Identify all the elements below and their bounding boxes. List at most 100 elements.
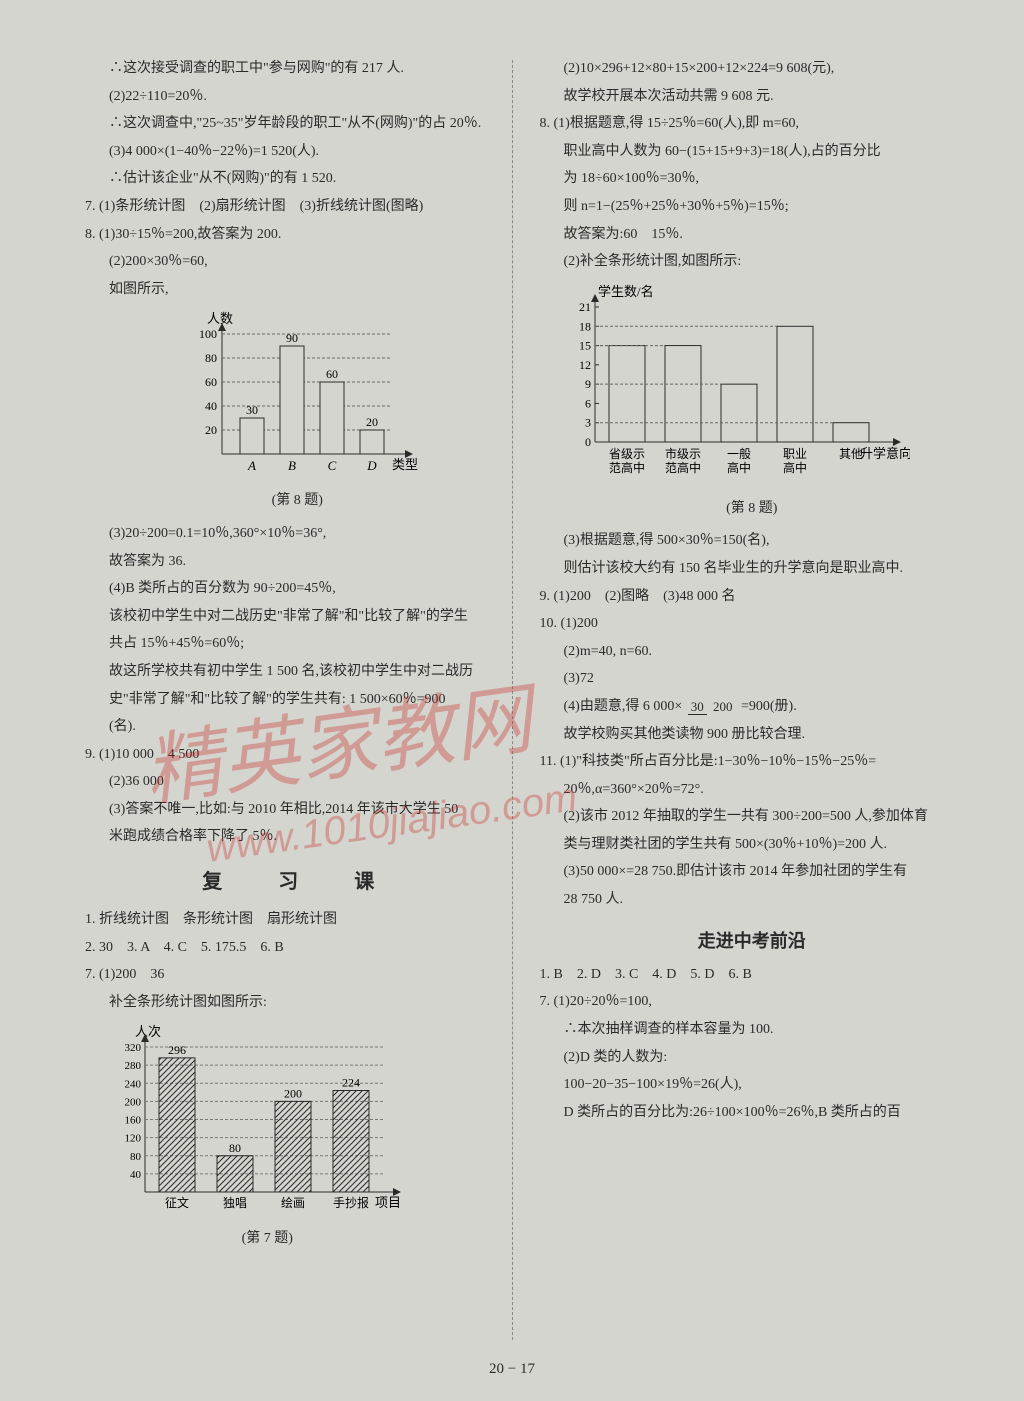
svg-text:21: 21 — [579, 300, 591, 314]
text: 补全条形统计图如图所示: — [85, 990, 510, 1017]
text: =900(册). — [741, 699, 797, 714]
svg-text:40: 40 — [130, 1169, 142, 1181]
svg-text:C: C — [328, 458, 337, 473]
svg-text:0: 0 — [585, 435, 591, 449]
svg-text:60: 60 — [205, 375, 217, 389]
text: 故学校购买其他类读物 900 册比较合理. — [540, 722, 965, 749]
text: 9. (1)10 000 4 500 — [85, 742, 510, 769]
svg-text:独唱: 独唱 — [223, 1196, 247, 1210]
svg-text:手抄报: 手抄报 — [333, 1195, 369, 1210]
svg-text:范高中: 范高中 — [608, 460, 644, 475]
text: (2)10×296+12×80+15×200+12×224=9 608(元), — [540, 56, 965, 83]
svg-text:200: 200 — [284, 1087, 302, 1101]
svg-text:100: 100 — [199, 327, 217, 341]
svg-text:30: 30 — [246, 403, 258, 417]
svg-text:80: 80 — [130, 1151, 142, 1163]
text: 故答案为 36. — [85, 549, 510, 576]
text: ∴这次调查中,"25~35"岁年龄段的职工"从不(网购)"的占 20％. — [85, 111, 510, 138]
text: 1. B 2. D 3. C 4. D 5. D 6. B — [540, 962, 965, 989]
chart-7-bar: 人次 40 80 120 160 200 240 280 320 296 征文 … — [95, 1022, 415, 1222]
svg-text:15: 15 — [579, 338, 591, 352]
svg-text:D: D — [367, 458, 378, 473]
text: ∴本次抽样调查的样本容量为 100. — [540, 1017, 965, 1044]
chart-8-bar: 人数 20 40 60 80 100 30 A 90 B 60 C 20 D — [167, 309, 427, 484]
text: 10. (1)200 — [540, 611, 965, 638]
svg-text:高中: 高中 — [782, 460, 806, 475]
xlabel: 类型 — [392, 457, 418, 472]
svg-text:20: 20 — [205, 423, 217, 437]
svg-text:60: 60 — [326, 367, 338, 381]
text: 8. (1)30÷15％=200,故答案为 200. — [85, 222, 510, 249]
text: (4)由题意,得 6 000× — [564, 699, 683, 714]
svg-text:240: 240 — [125, 1079, 142, 1091]
xlabel: 项目 — [375, 1195, 401, 1210]
ylabel: 学生数/名 — [598, 284, 654, 299]
text: 28 750 人. — [540, 887, 965, 914]
text: 米跑成绩合格率下降了 5％. — [85, 824, 510, 851]
text: 7. (1)200 36 — [85, 962, 510, 989]
section-heading: 走进中考前沿 — [540, 924, 965, 958]
svg-text:18: 18 — [579, 319, 591, 333]
xlabel: 升学意向 — [860, 446, 910, 461]
text: 8. (1)根据题意,得 15÷25％=60(人),即 m=60, — [540, 111, 965, 138]
text: 7. (1)20÷20％=100, — [540, 989, 965, 1016]
ylabel: 人次 — [135, 1024, 161, 1039]
fraction: 30 200 — [688, 700, 736, 714]
svg-text:市级示: 市级示 — [664, 446, 700, 461]
svg-text:80: 80 — [229, 1141, 241, 1155]
text: (3)50 000×=28 750.即估计该市 2014 年参加社团的学生有 — [540, 859, 965, 886]
text: 职业高中人数为 60−(15+15+9+3)=18(人),占的百分比 — [540, 139, 965, 166]
text: 故学校开展本次活动共需 9 608 元. — [540, 84, 965, 111]
svg-text:职业: 职业 — [782, 447, 806, 461]
text: 该校初中学生中对二战历史"非常了解"和"比较了解"的学生 — [85, 604, 510, 631]
svg-text:一般: 一般 — [726, 446, 750, 461]
text: 11. (1)"科技类"所占百分比是:1−30％−10％−15％−25％= — [540, 749, 965, 776]
text: 1. 折线统计图 条形统计图 扇形统计图 — [85, 907, 510, 934]
text: 则估计该校大约有 150 名毕业生的升学意向是职业高中. — [540, 556, 965, 583]
right-column: (2)10×296+12×80+15×200+12×224=9 608(元), … — [540, 55, 965, 1259]
text: (4)由题意,得 6 000× 30 200 =900(册). — [540, 694, 965, 721]
text: 故这所学校共有初中学生 1 500 名,该校初中学生中对二战历 — [85, 659, 510, 686]
text: (3)72 — [540, 666, 965, 693]
text: D 类所占的百分比为:26÷100×100％=26％,B 类所占的百 — [540, 1100, 965, 1127]
text: 故答案为:60 15％. — [540, 222, 965, 249]
text: 史"非常了解"和"比较了解"的学生共有: 1 500×60％=900 — [85, 687, 510, 714]
svg-text:6: 6 — [585, 396, 591, 410]
chart-8-right-bar: 学生数/名 3 6 9 12 15 18 210 省级示范高中 市级示范高中 一… — [550, 282, 910, 492]
svg-text:B: B — [288, 458, 296, 473]
svg-text:3: 3 — [585, 415, 591, 429]
svg-text:9: 9 — [585, 377, 591, 391]
left-column: ∴这次接受调查的职工中"参与网购"的有 217 人. (2)22÷110=20％… — [85, 55, 510, 1259]
text: (3)4 000×(1−40％−22％)=1 520(人). — [85, 139, 510, 166]
svg-text:省级示: 省级示 — [608, 447, 644, 461]
text: 100−20−35−100×19％=26(人), — [540, 1072, 965, 1099]
svg-text:296: 296 — [168, 1043, 186, 1057]
text: (2)200×30％=60, — [85, 249, 510, 276]
svg-text:224: 224 — [342, 1076, 360, 1090]
text: 为 18÷60×100％=30％, — [540, 166, 965, 193]
numerator: 30 — [688, 699, 707, 715]
page-footer: 20 − 17 — [0, 1355, 1024, 1384]
text: (2)补全条形统计图,如图所示: — [540, 249, 965, 276]
section-heading: 复 习 课 — [85, 863, 510, 901]
svg-text:120: 120 — [125, 1133, 142, 1145]
text: (3)根据题意,得 500×30％=150(名), — [540, 528, 965, 555]
svg-text:20: 20 — [366, 415, 378, 429]
chart-caption: (第 8 题) — [540, 496, 965, 523]
text: (2)m=40, n=60. — [540, 639, 965, 666]
text: ∴这次接受调查的职工中"参与网购"的有 217 人. — [85, 56, 510, 83]
chart-caption: (第 7 题) — [25, 1226, 510, 1253]
svg-text:征文: 征文 — [165, 1195, 189, 1210]
text: (2)D 类的人数为: — [540, 1045, 965, 1072]
text: (名). — [85, 714, 510, 741]
svg-text:高中: 高中 — [726, 460, 750, 475]
text: 9. (1)200 (2)图略 (3)48 000 名 — [540, 584, 965, 611]
svg-text:范高中: 范高中 — [664, 460, 700, 475]
text: 如图所示, — [85, 277, 510, 304]
svg-text:160: 160 — [125, 1115, 142, 1127]
svg-text:90: 90 — [286, 331, 298, 345]
text: 则 n=1−(25％+25％+30％+5％)=15％; — [540, 194, 965, 221]
denominator: 200 — [710, 699, 736, 714]
svg-text:12: 12 — [579, 358, 591, 372]
text: 类与理财类社团的学生共有 500×(30％+10％)=200 人. — [540, 832, 965, 859]
